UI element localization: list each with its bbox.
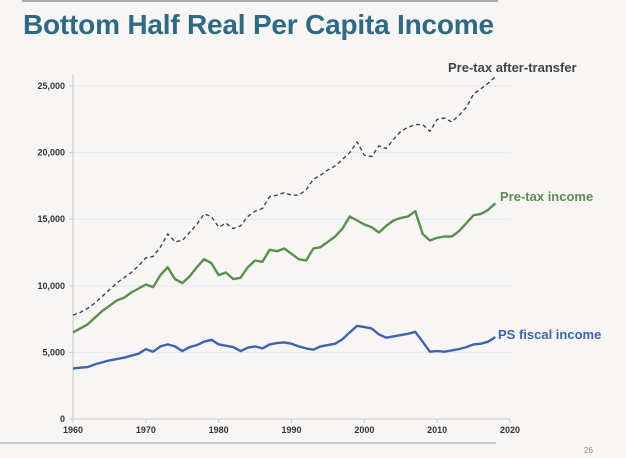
y-tick-label: 10,000 <box>37 281 65 291</box>
series-label: Pre-tax after-transfer <box>448 60 577 75</box>
y-tick-label: 25,000 <box>37 81 65 91</box>
gridlines <box>73 85 510 353</box>
chart-title: Bottom Half Real Per Capita Income <box>23 9 494 40</box>
page-number: 26 <box>584 446 593 455</box>
series-line-ps-fiscal-income <box>72 324 497 370</box>
y-tick-label: 5,000 <box>42 347 65 357</box>
x-tick-label: 2000 <box>354 425 374 435</box>
series-lines <box>72 76 497 370</box>
x-tick-labels: 1960 1970 1980 1990 2000 2010 2020 <box>63 419 520 435</box>
bottom-divider <box>0 442 496 444</box>
series-line-pre-tax-after-transfer <box>72 76 496 316</box>
x-tick-label: 1990 <box>281 425 301 435</box>
series-labels: Pre-tax after-transfer Pre-tax income PS f… <box>448 60 601 342</box>
series-label: PS fiscal income <box>498 327 601 342</box>
y-tick-labels: 0 5,000 10,000 15,000 20,000 25,000 <box>37 81 73 424</box>
x-tick-label: 2010 <box>427 425 447 435</box>
y-tick-label: 20,000 <box>37 148 65 158</box>
x-tick-label: 1980 <box>209 425 229 435</box>
series-line-pre-tax-income <box>72 202 497 334</box>
x-tick-label: 1970 <box>136 425 156 435</box>
top-divider <box>22 0 498 2</box>
x-tick-label: 2020 <box>500 425 520 435</box>
y-tick-label: 15,000 <box>37 214 65 224</box>
series-label: Pre-tax income <box>500 189 593 204</box>
y-tick-label: 0 <box>60 414 65 424</box>
x-tick-label: 1960 <box>63 425 83 435</box>
